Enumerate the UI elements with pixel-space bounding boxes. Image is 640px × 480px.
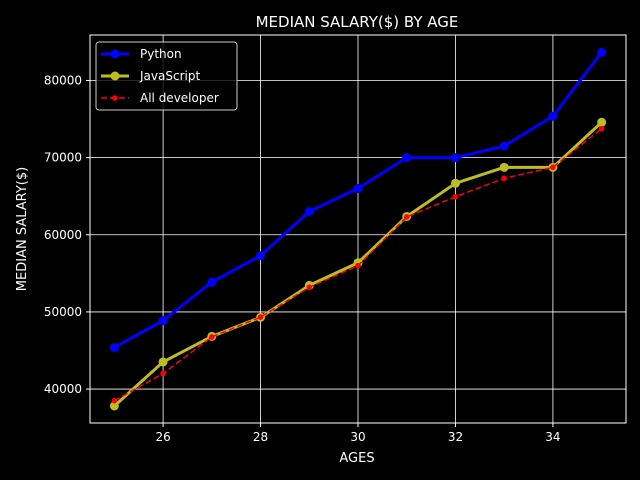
- data-point: [403, 214, 410, 220]
- legend-label: All developer: [140, 91, 219, 105]
- data-point: [501, 175, 507, 182]
- data-point: [160, 370, 166, 377]
- data-point: [402, 153, 412, 163]
- series-python: [109, 47, 607, 353]
- legend-swatch-marker: [110, 49, 120, 59]
- data-point: [452, 193, 459, 200]
- legend-swatch-marker: [110, 71, 120, 81]
- data-point: [158, 316, 168, 326]
- y-tick-label: 70000: [44, 151, 82, 165]
- data-point: [597, 47, 607, 57]
- data-point: [257, 314, 264, 320]
- data-point: [597, 117, 607, 127]
- y-tick-label: 60000: [44, 228, 82, 242]
- y-tick-label: 80000: [44, 74, 82, 88]
- legend-label: Python: [140, 47, 182, 61]
- data-point: [304, 207, 314, 217]
- y-tick-label: 50000: [44, 305, 82, 319]
- grid-lines: [90, 35, 626, 423]
- legend-label: JavaScript: [139, 69, 200, 83]
- series-all-developer: [111, 125, 605, 404]
- y-tick-label: 40000: [44, 382, 82, 396]
- data-point: [499, 141, 509, 151]
- data-point: [499, 162, 509, 172]
- legend-swatch-marker: [112, 95, 118, 101]
- data-point: [598, 125, 605, 132]
- data-point: [158, 357, 168, 367]
- data-point: [355, 262, 361, 269]
- data-point: [109, 343, 119, 353]
- data-point: [256, 251, 266, 261]
- y-axis-label: MEDIAN SALARY($): [15, 167, 30, 291]
- x-tick-label: 34: [545, 430, 560, 444]
- data-point: [111, 397, 118, 404]
- data-point: [353, 184, 363, 194]
- data-point: [450, 178, 460, 188]
- data-point: [550, 164, 556, 171]
- legend: Python JavaScript All developer: [95, 41, 238, 111]
- x-tick-label: 28: [253, 430, 268, 444]
- x-tick-label: 32: [448, 430, 463, 444]
- x-tick-label: 26: [155, 430, 170, 444]
- legend-box: [95, 41, 238, 111]
- x-tick-label: 30: [350, 430, 365, 444]
- x-axis-label: AGES: [339, 451, 374, 466]
- data-point: [209, 334, 215, 340]
- data-point: [306, 284, 313, 291]
- chart-title: MEDIAN SALARY($) BY AGE: [256, 13, 459, 31]
- data-point: [109, 401, 119, 411]
- data-point: [450, 153, 460, 163]
- data-point: [207, 277, 217, 287]
- data-point: [548, 111, 558, 121]
